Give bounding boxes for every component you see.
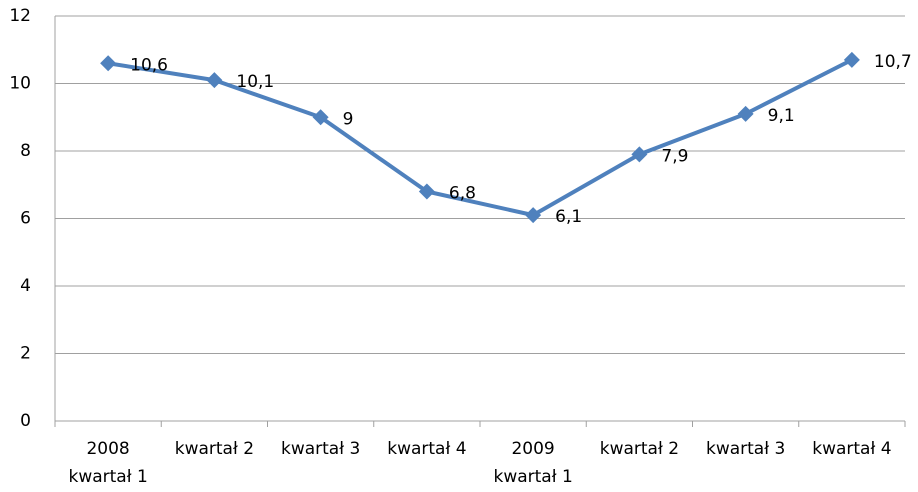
y-tick-label: 12 bbox=[9, 6, 31, 26]
marker bbox=[737, 105, 754, 122]
marker bbox=[206, 72, 223, 89]
x-tick-label: kwartał 2 bbox=[175, 439, 254, 459]
y-tick-label: 8 bbox=[20, 141, 31, 161]
marker bbox=[631, 146, 648, 163]
value-label: 6,8 bbox=[449, 184, 476, 204]
marker bbox=[100, 55, 117, 72]
x-tick-label: 2008 kwartał 1 bbox=[68, 439, 147, 487]
value-label: 9 bbox=[343, 109, 354, 129]
x-tick-label: kwartał 3 bbox=[281, 439, 360, 459]
marker bbox=[525, 207, 542, 224]
value-label: 10,6 bbox=[130, 55, 168, 75]
y-tick-label: 6 bbox=[20, 209, 31, 229]
value-label: 10,1 bbox=[236, 72, 274, 92]
value-label: 9,1 bbox=[768, 106, 795, 126]
value-label: 10,7 bbox=[874, 52, 912, 72]
x-tick-label: kwartał 3 bbox=[706, 439, 785, 459]
y-tick-label: 2 bbox=[20, 344, 31, 364]
line bbox=[107, 58, 853, 218]
y-tick-label: 10 bbox=[9, 74, 31, 94]
marker bbox=[312, 109, 329, 126]
marker bbox=[418, 183, 435, 200]
x-tick-label: 2009 kwartał 1 bbox=[493, 439, 572, 487]
y-tick-label: 4 bbox=[20, 276, 31, 296]
x-tick-label: kwartał 4 bbox=[812, 439, 891, 459]
y-tick-label: 0 bbox=[20, 411, 31, 431]
value-label: 6,1 bbox=[555, 207, 582, 227]
marker bbox=[843, 51, 860, 68]
x-tick-label: kwartał 4 bbox=[387, 439, 466, 459]
value-label: 7,9 bbox=[661, 146, 688, 166]
x-tick-label: kwartał 2 bbox=[600, 439, 679, 459]
